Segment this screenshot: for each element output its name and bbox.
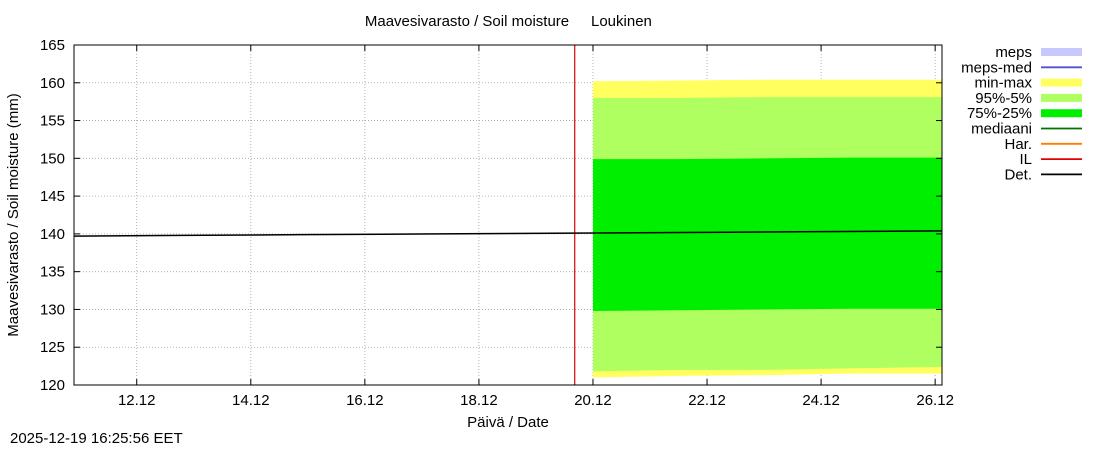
- y-tick-label: 155: [40, 113, 65, 130]
- x-axis-label: Päivä / Date: [467, 414, 549, 431]
- chart-title: Maavesivarasto / Soil moisture: [365, 13, 569, 30]
- legend-label: mediaani: [971, 121, 1032, 138]
- axis-ticks: 120 125 130 135 140 145 150 155 160 165 12.12 14.12…: [40, 37, 954, 409]
- y-tick-label: 165: [40, 37, 65, 54]
- legend-label: meps-med: [961, 59, 1032, 76]
- y-tick-label: 135: [40, 264, 65, 281]
- x-tick-label: 16.12: [346, 392, 384, 409]
- y-tick-label: 160: [40, 75, 65, 92]
- legend-swatch-box: [1041, 109, 1082, 118]
- x-tick-label: 18.12: [460, 392, 498, 409]
- series-lines: [73, 45, 943, 385]
- x-tick-label: 14.12: [232, 392, 270, 409]
- series-det--line: [73, 230, 943, 237]
- forecast-bands: [592, 79, 942, 378]
- legend: mepsmeps-medmin-max95%-5%75%-25%mediaani…: [961, 44, 1082, 183]
- y-axis-label: Maavesivarasto / Soil moisture (mm): [5, 93, 22, 336]
- chart-location: Loukinen: [591, 13, 652, 30]
- legend-label: Det.: [1004, 166, 1032, 183]
- x-tick-label: 26.12: [916, 392, 954, 409]
- y-tick-label: 120: [40, 377, 65, 394]
- legend-label: Har.: [1004, 136, 1032, 153]
- timestamp: 2025-12-19 16:25:56 EET: [10, 430, 183, 447]
- legend-label: min-max: [974, 75, 1032, 92]
- legend-label: meps: [995, 44, 1032, 61]
- legend-label: 75%-25%: [967, 105, 1032, 122]
- legend-label: 95%-5%: [975, 90, 1032, 107]
- x-tick-label: 24.12: [802, 392, 840, 409]
- legend-label: IL: [1019, 151, 1032, 168]
- y-tick-label: 145: [40, 188, 65, 205]
- y-tick-label: 130: [40, 301, 65, 318]
- band-75-25-: [592, 157, 942, 311]
- y-tick-label: 150: [40, 150, 65, 167]
- x-tick-label: 22.12: [688, 392, 726, 409]
- y-tick-label: 140: [40, 226, 65, 243]
- plot-frame: [73, 44, 943, 386]
- legend-swatch-box: [1041, 93, 1082, 102]
- x-tick-label: 12.12: [118, 392, 156, 409]
- x-tick-label: 20.12: [574, 392, 612, 409]
- y-tick-label: 125: [40, 339, 65, 356]
- legend-swatch-box: [1041, 48, 1082, 56]
- legend-swatch-box: [1041, 78, 1082, 87]
